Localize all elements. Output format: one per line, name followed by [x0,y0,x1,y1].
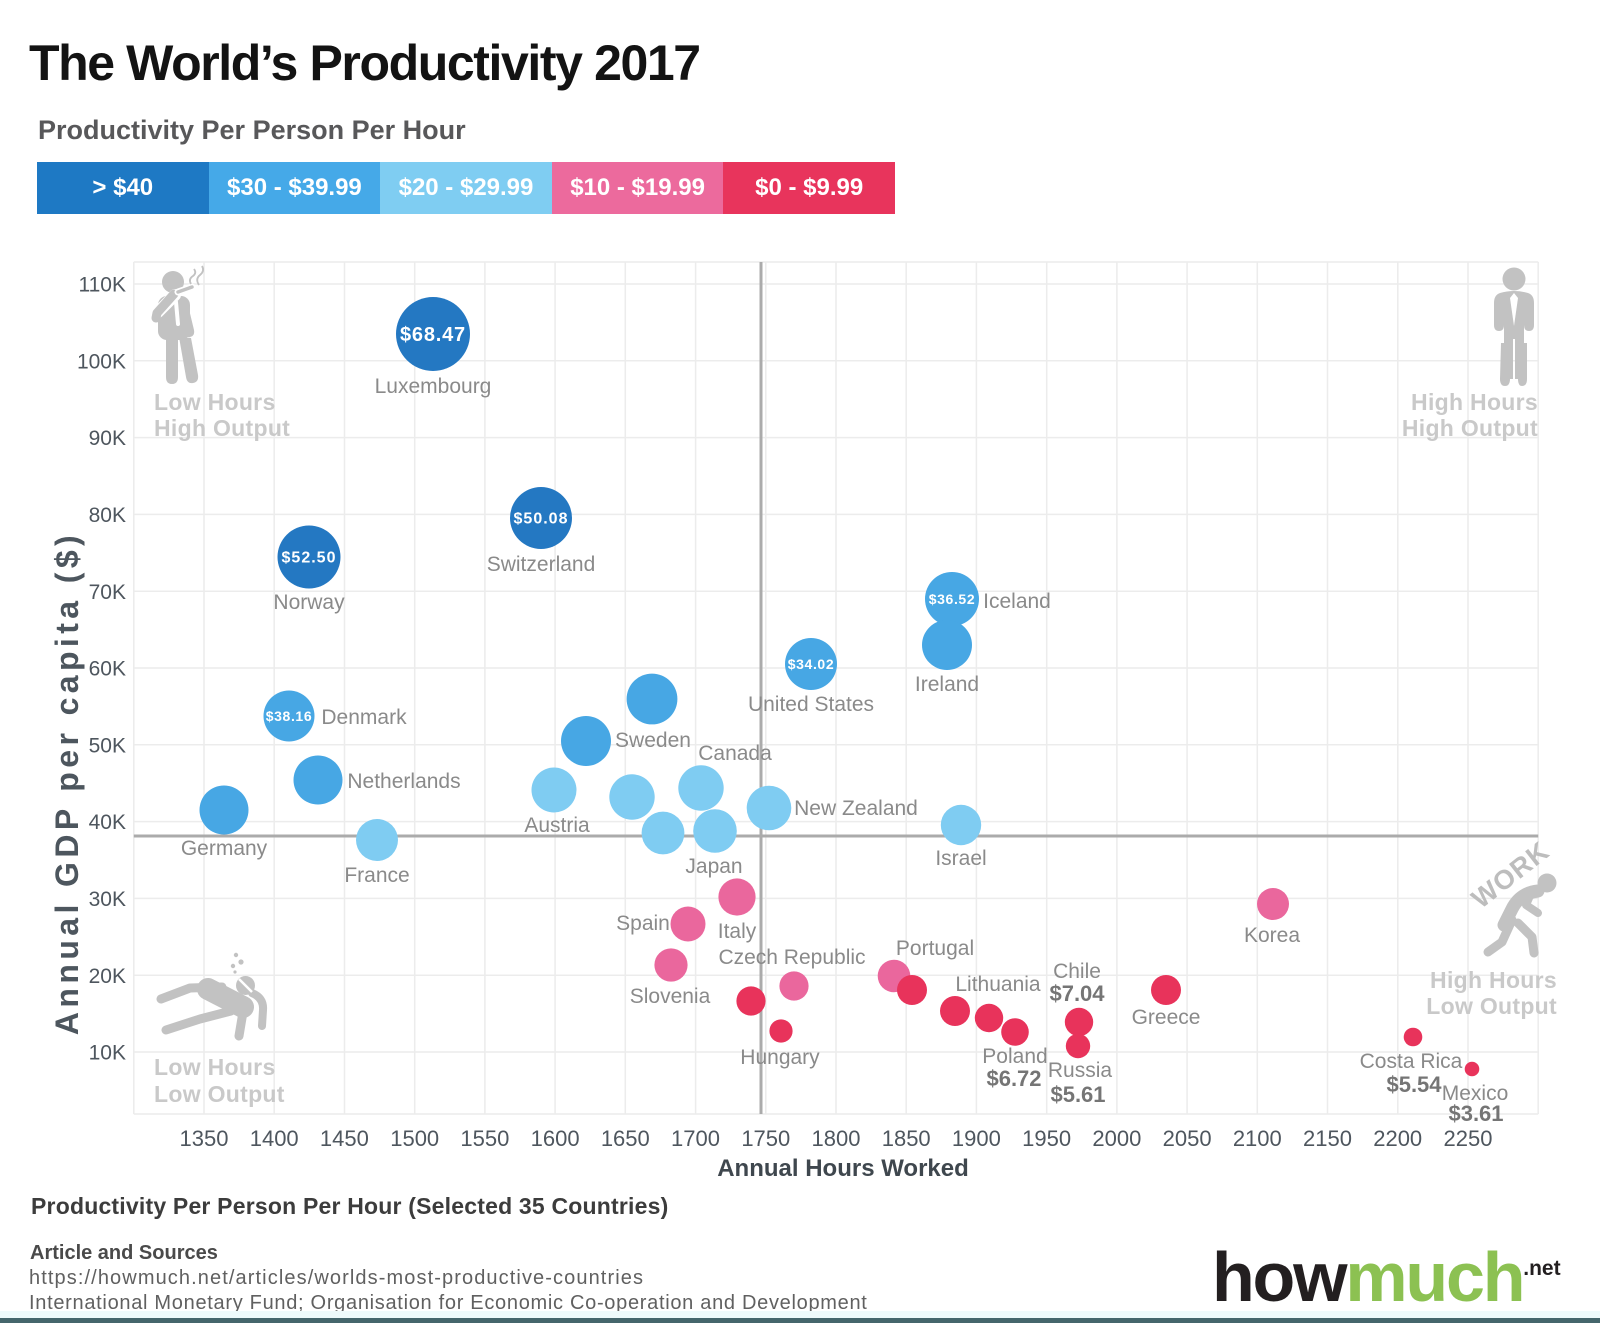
svg-text:Switzerland: Switzerland [487,553,596,576]
svg-text:Spain: Spain [616,912,670,935]
svg-text:2000: 2000 [1092,1126,1141,1151]
svg-text:10K: 10K [89,1042,126,1065]
svg-text:$68.47: $68.47 [400,324,466,346]
svg-text:Russia: Russia [1048,1059,1113,1082]
svg-text:2050: 2050 [1163,1126,1212,1151]
svg-text:1950: 1950 [1022,1126,1071,1151]
svg-text:Annual Hours Worked: Annual Hours Worked [717,1155,969,1182]
svg-text:Italy: Italy [718,920,757,943]
svg-text:100K: 100K [77,350,126,373]
svg-text:2200: 2200 [1373,1126,1422,1151]
svg-text:$5.54: $5.54 [1386,1072,1442,1097]
svg-text:$3.61: $3.61 [1448,1101,1503,1126]
svg-text:Hungary: Hungary [740,1046,820,1069]
svg-text:Costa Rica: Costa Rica [1360,1050,1463,1073]
svg-text:Portugal: Portugal [896,937,974,960]
svg-text:1550: 1550 [460,1126,509,1151]
svg-text:2150: 2150 [1303,1126,1352,1151]
svg-text:90K: 90K [89,427,126,450]
svg-text:30K: 30K [89,888,126,911]
svg-text:Germany: Germany [181,837,268,860]
svg-text:70K: 70K [89,581,126,604]
svg-text:Norway: Norway [273,591,345,614]
svg-text:1800: 1800 [812,1126,861,1151]
svg-text:1850: 1850 [882,1126,931,1151]
svg-text:2250: 2250 [1444,1126,1493,1151]
svg-text:110K: 110K [79,274,127,297]
svg-text:Austria: Austria [524,814,590,837]
svg-text:1700: 1700 [671,1126,720,1151]
svg-text:$36.52: $36.52 [929,591,975,607]
svg-text:Greece: Greece [1132,1006,1201,1029]
svg-text:Low Hours: Low Hours [154,389,276,415]
svg-text:High Output: High Output [1402,415,1538,441]
svg-text:1500: 1500 [390,1126,439,1151]
svg-text:Korea: Korea [1244,924,1300,947]
svg-text:Netherlands: Netherlands [347,770,460,793]
svg-text:Low Output: Low Output [1426,993,1557,1019]
svg-text:80K: 80K [89,504,126,527]
svg-text:Czech Republic: Czech Republic [718,946,865,969]
svg-text:1400: 1400 [250,1126,299,1151]
svg-text:New Zealand: New Zealand [794,797,918,820]
svg-text:Canada: Canada [698,742,772,765]
svg-text:$6.72: $6.72 [986,1066,1041,1091]
svg-text:2100: 2100 [1233,1126,1282,1151]
svg-text:$5.61: $5.61 [1050,1082,1105,1107]
svg-text:Israel: Israel [935,847,986,870]
svg-text:Lithuania: Lithuania [955,973,1041,996]
svg-text:Iceland: Iceland [983,590,1051,613]
svg-text:High Hours: High Hours [1430,967,1557,993]
svg-text:$38.16: $38.16 [266,708,312,724]
svg-text:1650: 1650 [601,1126,650,1151]
svg-text:Japan: Japan [685,855,742,878]
svg-text:$52.50: $52.50 [282,550,337,567]
svg-text:Annual GDP per capita ($): Annual GDP per capita ($) [49,531,85,1035]
svg-text:Low Hours: Low Hours [154,1054,276,1080]
svg-text:1450: 1450 [320,1126,369,1151]
svg-text:Mexico: Mexico [1442,1082,1509,1105]
svg-text:1750: 1750 [741,1126,790,1151]
svg-text:1350: 1350 [180,1126,229,1151]
svg-text:High Hours: High Hours [1411,389,1538,415]
svg-text:$50.08: $50.08 [514,511,569,528]
svg-text:50K: 50K [89,734,126,757]
svg-text:Slovenia: Slovenia [630,985,711,1008]
svg-text:Low Output: Low Output [154,1081,285,1107]
svg-text:1900: 1900 [952,1126,1001,1151]
svg-text:$34.02: $34.02 [788,656,834,672]
svg-text:Luxembourg: Luxembourg [375,375,492,398]
svg-text:United States: United States [748,693,874,716]
svg-text:Sweden: Sweden [615,729,691,752]
svg-text:Ireland: Ireland [915,673,979,696]
svg-text:60K: 60K [89,658,126,681]
svg-text:$7.04: $7.04 [1049,981,1105,1006]
svg-text:20K: 20K [89,965,126,988]
svg-text:Poland: Poland [982,1045,1047,1068]
svg-text:1600: 1600 [531,1126,580,1151]
svg-text:40K: 40K [89,811,126,834]
svg-text:France: France [344,864,409,887]
svg-text:Chile: Chile [1053,960,1101,983]
svg-text:Denmark: Denmark [321,706,407,729]
svg-text:High Output: High Output [154,415,290,441]
